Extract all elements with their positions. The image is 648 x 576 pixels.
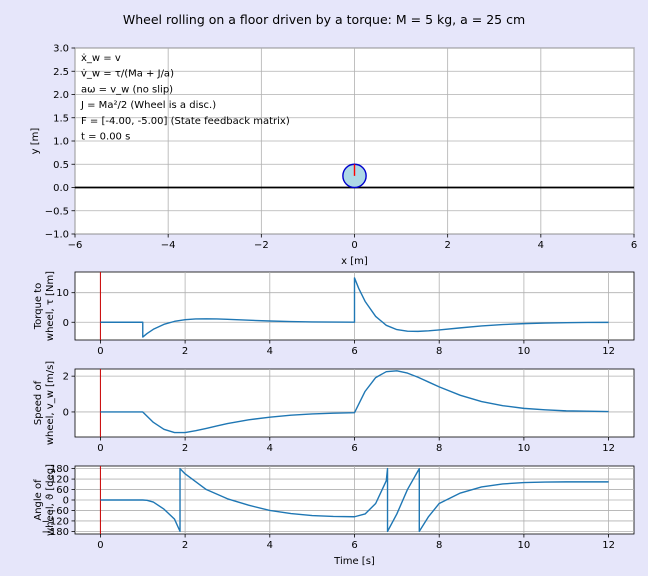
- angle-y-tick-label: 120: [50, 475, 69, 486]
- torque-y-axis-label-line: Torque to: [33, 283, 44, 331]
- scene-y-tick-label: 1.5: [53, 113, 69, 124]
- speed-y-axis-label: Speed ofwheel, v_w [m/s]: [33, 361, 56, 445]
- scene-x-tick-label: 4: [538, 240, 544, 251]
- speed-x-tick-label: 10: [518, 443, 531, 454]
- figure-title: Wheel rolling on a floor driven by a tor…: [123, 12, 525, 27]
- angle-x-tick-label: 0: [97, 540, 103, 551]
- angle-y-axis-label-line: wheel, ϑ [deg]: [45, 464, 56, 536]
- angle-series-line: [100, 467, 609, 533]
- torque-x-tick-label: 0: [97, 346, 103, 357]
- speed-x-tick-label: 12: [602, 443, 615, 454]
- speed-x-tick-label: 4: [267, 443, 273, 454]
- torque-x-tick-label: 10: [518, 346, 531, 357]
- angle-y-tick-label: −120: [42, 516, 69, 527]
- angle-y-axis-label: Angle ofwheel, ϑ [deg]: [33, 464, 56, 536]
- angle-x-tick-label: 6: [351, 540, 357, 551]
- wheel-scene-panel: −6 −4 −2 0 2 4 6−1.0−0.50.00.51.01.52.02.53.0 …: [30, 44, 637, 268]
- scene-x-tick-label: 0: [351, 240, 357, 251]
- scene-annotation-line: t = 0.00 s: [81, 132, 130, 143]
- scene-x-tick-label: 2: [444, 240, 450, 251]
- angle-y-tick-label: 180: [50, 464, 69, 475]
- scene-x-tick-label: −4: [161, 240, 176, 251]
- angle-y-axis-label-line: Angle of: [33, 479, 44, 521]
- scene-y-tick-label: −1.0: [45, 230, 69, 241]
- scene-x-tick-label: −2: [254, 240, 269, 251]
- scene-y-axis-label: y [m]: [30, 128, 41, 155]
- scene-annotation-line: ẋ_w = v: [81, 53, 121, 64]
- torque-x-tick-label: 12: [602, 346, 615, 357]
- torque-x-tick-label: 2: [182, 346, 188, 357]
- scene-x-tick-label: 6: [631, 240, 637, 251]
- angle-x-tick-label: 10: [518, 540, 531, 551]
- scene-annotation-line: J = Ma²/2 (Wheel is a disc.): [80, 100, 216, 111]
- torque-x-tick-label: 6: [351, 346, 357, 357]
- scene-x-tick-label: −6: [68, 240, 83, 251]
- torque-y-tick-label: 10: [56, 288, 69, 299]
- speed-x-tick-label: 0: [97, 443, 103, 454]
- torque-x-tick-label: 4: [267, 346, 273, 357]
- angle-x-tick-label: 4: [267, 540, 273, 551]
- speed-y-axis-label-line: Speed of: [33, 380, 44, 425]
- angle-x-tick-label: 8: [436, 540, 442, 551]
- angle-y-tick-label: −60: [48, 506, 69, 517]
- panel-speed: 0 2 4 6 8 10 12 0 2 Speed ofwheel, v_w [m/s]: [33, 361, 635, 454]
- time-axis-label: Time [s]: [333, 556, 375, 567]
- angle-y-tick-label: 0: [63, 496, 69, 507]
- scene-ticks: −6 −4 −2 0 2 4 6 −1.0 −0.5 0.0 0.5 1.0 1.5 2.0 2.5 3.0: [45, 44, 637, 252]
- angle-y-tick-label: −180: [42, 527, 69, 538]
- scene-y-tick-label: 1.0: [53, 137, 69, 148]
- scene-annotation-line: aω = v_w (no slip): [81, 84, 173, 95]
- angle-x-tick-label: 2: [182, 540, 188, 551]
- speed-y-tick-label: 0: [63, 407, 69, 418]
- scene-annotation-line: v̇_w = τ/(Ma + J/a): [81, 68, 174, 80]
- torque-x-tick-label: 8: [436, 346, 442, 357]
- speed-x-tick-label: 8: [436, 443, 442, 454]
- scene-y-tick-label: −0.5: [45, 206, 69, 217]
- scene-y-tick-label: 0.0: [53, 183, 69, 194]
- torque-y-tick-label: 0: [63, 318, 69, 329]
- scene-annotations: ẋ_w = v v̇_w = τ/(Ma + J/a) aω = v_w (no s…: [80, 53, 290, 143]
- scene-y-tick-label: 2.0: [53, 90, 69, 101]
- speed-series-line: [100, 370, 609, 434]
- speed-y-axis-label-line: wheel, v_w [m/s]: [45, 361, 56, 445]
- torque-series-line: [100, 277, 609, 338]
- angle-x-tick-label: 12: [602, 540, 615, 551]
- scene-x-axis-label: x [m]: [341, 256, 368, 267]
- angle-y-tick-label: 60: [56, 485, 69, 496]
- torque-y-axis-label: Torque towheel, τ [Nm]: [33, 271, 56, 341]
- scene-y-tick-label: 2.5: [53, 67, 69, 78]
- speed-x-tick-label: 6: [351, 443, 357, 454]
- scene-annotation-line: F = [-4.00, -5.00] (State feedback matri…: [81, 116, 290, 127]
- torque-y-axis-label-line: wheel, τ [Nm]: [45, 271, 56, 341]
- scene-y-tick-label: 0.5: [53, 160, 69, 171]
- speed-x-tick-label: 2: [182, 443, 188, 454]
- speed-y-tick-label: 2: [63, 372, 69, 383]
- scene-y-tick-label: 3.0: [53, 44, 69, 55]
